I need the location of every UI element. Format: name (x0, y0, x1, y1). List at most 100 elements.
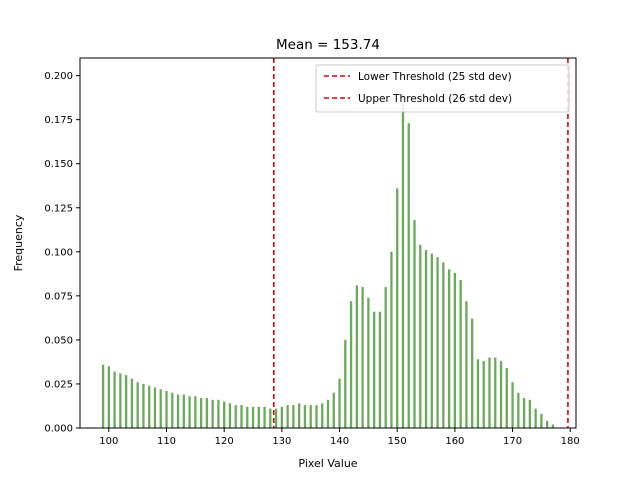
y-axis-ticks: 0.000 0.025 0.050 0.075 0.100 0.125 0.150 0.175… (44, 71, 80, 435)
histogram-bar (199, 398, 203, 428)
histogram-bar (349, 301, 353, 428)
x-tick-label: 120 (215, 436, 234, 447)
histogram-bar (471, 318, 474, 428)
histogram-bar (367, 297, 370, 428)
histogram-bar (286, 405, 289, 428)
histogram-bar (240, 405, 243, 428)
histogram-bar (182, 394, 185, 428)
histogram-bar (517, 392, 520, 428)
histogram-bar (263, 406, 266, 428)
histogram-bar (280, 406, 284, 428)
histogram-bar (540, 413, 543, 428)
x-tick-label: 160 (445, 436, 464, 447)
histogram-bar (430, 253, 433, 428)
y-tick-label: 0.075 (44, 291, 73, 302)
histogram-bar (442, 262, 445, 428)
histogram-bar (298, 403, 301, 428)
histogram-bar (309, 405, 312, 428)
histogram-bar (396, 188, 399, 428)
histogram-bar (153, 387, 157, 428)
histogram-bar (401, 96, 405, 428)
x-tick-label: 130 (272, 436, 291, 447)
histogram-bar (148, 385, 151, 428)
histogram-bar (546, 420, 549, 428)
histogram-bar (257, 406, 260, 428)
histogram-bar (292, 405, 295, 428)
histogram-bar (390, 251, 393, 428)
histogram-bar (217, 399, 220, 428)
histogram-bar (344, 339, 347, 428)
histogram-bar (315, 405, 318, 428)
histogram-bar (113, 371, 116, 428)
x-tick-label: 170 (503, 436, 522, 447)
bars-layer (101, 96, 555, 428)
x-tick-label: 140 (330, 436, 349, 447)
histogram-bar (223, 401, 226, 428)
y-axis-label: Frequency (12, 214, 25, 271)
histogram-bar (378, 311, 382, 428)
histogram-bar (355, 285, 358, 428)
x-tick-label: 180 (561, 436, 580, 447)
histogram-bar (165, 391, 168, 428)
y-tick-label: 0.125 (44, 203, 73, 214)
histogram-bar (194, 396, 197, 428)
x-tick-label: 110 (157, 436, 176, 447)
histogram-bar (465, 301, 468, 428)
histogram-bar (188, 396, 191, 428)
x-tick-label: 150 (388, 436, 407, 447)
histogram-bar (269, 408, 272, 428)
y-tick-label: 0.100 (44, 247, 73, 258)
histogram-bar (246, 406, 249, 428)
histogram-bar (459, 280, 462, 428)
histogram-bar (453, 272, 457, 428)
chart-title: Mean = 153.74 (276, 37, 380, 53)
histogram-bar (534, 408, 537, 428)
threshold-layer (272, 58, 569, 428)
legend-box (315, 64, 570, 113)
histogram-bar (303, 405, 307, 428)
histogram-bar (361, 287, 364, 428)
histogram-bar (274, 408, 278, 428)
histogram-bar (372, 311, 376, 428)
histogram-bar (159, 389, 162, 428)
y-tick-label: 0.150 (44, 159, 73, 170)
y-tick-label: 0.000 (44, 424, 73, 435)
y-tick-label: 0.050 (44, 335, 73, 346)
histogram-bar (205, 398, 209, 428)
histogram-bar (419, 244, 422, 428)
histogram-bar (101, 364, 105, 428)
histogram-bar (436, 257, 439, 428)
histogram-bar (338, 378, 341, 428)
histogram-bar (424, 250, 428, 428)
legend: Lower Threshold (25 std dev) Upper Thres… (315, 64, 570, 113)
histogram-bar (499, 361, 503, 428)
histogram-bar (413, 220, 416, 428)
x-axis-label: Pixel Value (298, 457, 357, 470)
legend-lower-threshold-label: Lower Threshold (25 std dev) (358, 71, 512, 83)
histogram-bar (119, 373, 122, 428)
x-axis-ticks: 100 110 120 130 140 150 160 170 180 (99, 428, 580, 447)
histogram-bar (251, 406, 255, 428)
y-tick-label: 0.025 (44, 379, 73, 390)
histogram-bar (551, 424, 555, 428)
histogram-bar (326, 399, 330, 428)
legend-upper-threshold-label: Upper Threshold (26 std dev) (358, 93, 512, 105)
histogram-bar (488, 357, 491, 428)
histogram-bar (130, 378, 134, 428)
histogram-bar (228, 403, 232, 428)
histogram-bar (494, 357, 497, 428)
x-tick-label: 100 (99, 436, 118, 447)
histogram-bar (407, 123, 410, 428)
histogram-bar (171, 392, 174, 428)
y-tick-label: 0.175 (44, 115, 73, 126)
histogram-bar (332, 392, 335, 428)
histogram-bar (482, 361, 485, 428)
histogram-bar (321, 403, 324, 428)
histogram-bar (124, 375, 128, 428)
histogram-bar (447, 269, 451, 428)
histogram-bar (476, 359, 480, 428)
histogram-bar (142, 383, 145, 428)
plot-frame (79, 57, 577, 429)
histogram-bar (522, 398, 526, 428)
